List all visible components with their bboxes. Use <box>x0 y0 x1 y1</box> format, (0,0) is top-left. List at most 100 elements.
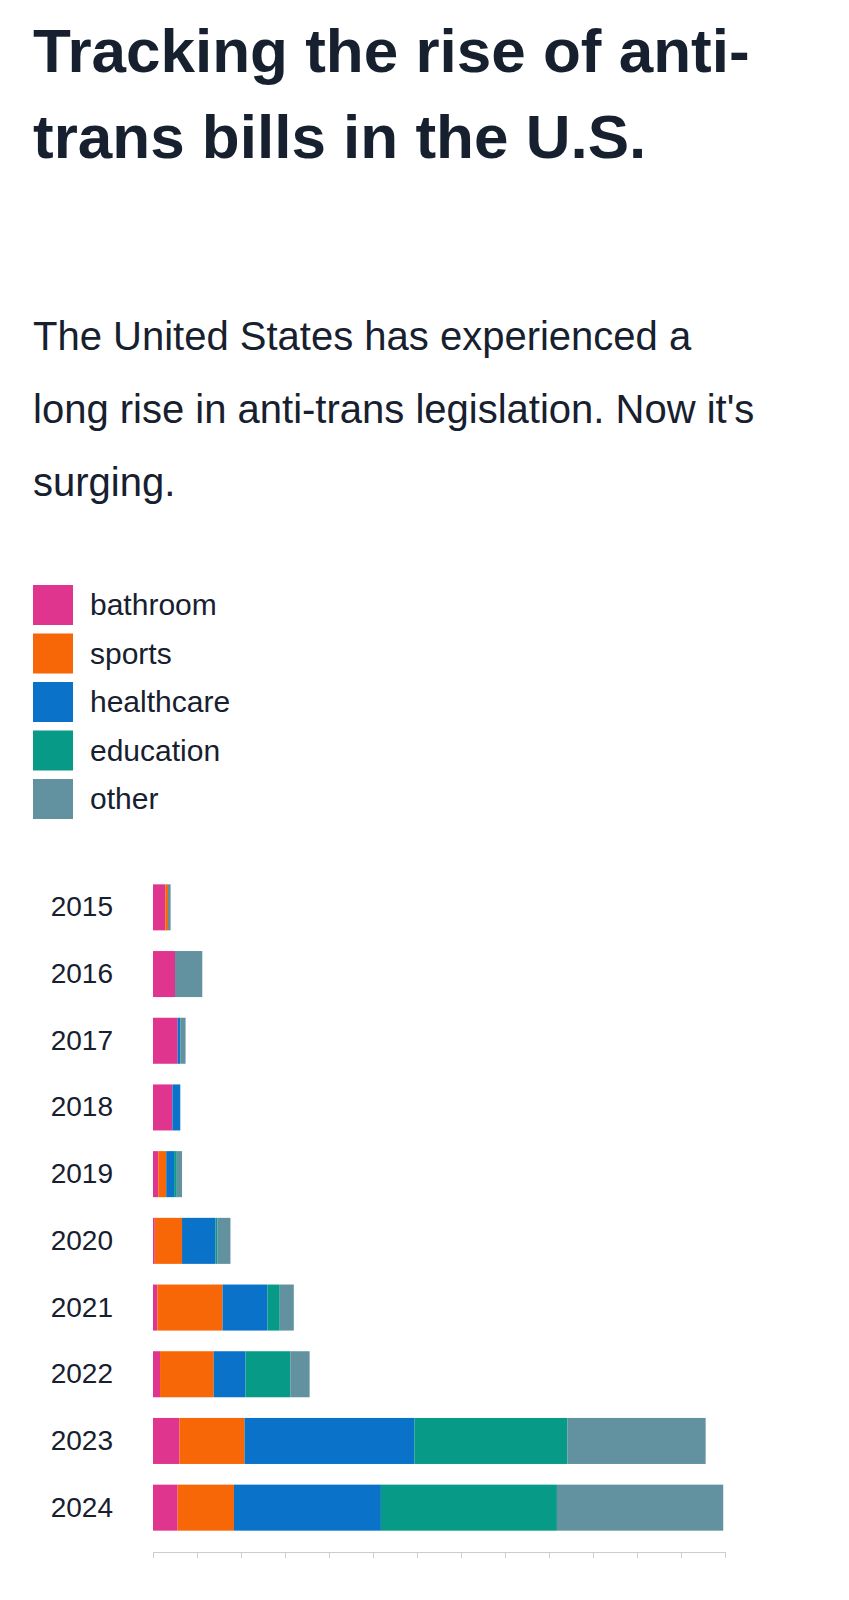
x-tick <box>637 1552 638 1558</box>
bar <box>381 1485 557 1531</box>
x-tick-mark <box>373 1552 374 1558</box>
bar <box>217 1218 230 1264</box>
y-tick-label: 2021 <box>51 1292 113 1323</box>
legend-label: education <box>90 734 220 767</box>
bar <box>153 1485 178 1531</box>
bar <box>174 1151 177 1197</box>
legend-swatch <box>33 634 73 674</box>
bar <box>178 1018 181 1064</box>
bar <box>153 1218 155 1264</box>
x-tick-mark <box>549 1552 550 1558</box>
bar <box>153 1018 178 1064</box>
bar <box>153 884 165 930</box>
x-tick <box>153 1552 154 1558</box>
y-tick-label: 2017 <box>51 1025 113 1056</box>
y-tick: 2016 <box>51 958 113 989</box>
x-tick <box>285 1552 286 1558</box>
x-tick-mark <box>197 1552 198 1558</box>
bar <box>180 1084 181 1130</box>
x-tick <box>505 1552 506 1558</box>
bar <box>153 1151 158 1197</box>
y-tick-label: 2015 <box>51 891 113 922</box>
x-tick-mark <box>461 1552 462 1558</box>
x-tick <box>681 1552 682 1558</box>
x-tick <box>329 1552 330 1558</box>
x-tick-mark <box>329 1552 330 1558</box>
bar <box>223 1285 268 1331</box>
series-healthcare <box>166 1018 414 1531</box>
y-tick-label: 2023 <box>51 1425 113 1456</box>
y-tick: 2023 <box>51 1425 113 1456</box>
series-other <box>168 884 723 1530</box>
legend: bathroom sports healthcare education other <box>33 585 230 819</box>
bar <box>567 1418 705 1464</box>
legend-label: healthcare <box>90 685 230 718</box>
bar <box>157 1285 222 1331</box>
bar <box>160 1351 214 1397</box>
bar <box>414 1418 567 1464</box>
bar <box>180 1084 181 1130</box>
x-tick-mark <box>153 1552 154 1558</box>
x-tick-mark <box>285 1552 286 1558</box>
bar <box>178 1485 234 1531</box>
bar <box>214 1351 246 1397</box>
legend-swatch <box>33 682 73 722</box>
x-tick <box>373 1552 374 1558</box>
x-axis <box>154 1552 726 1558</box>
x-tick <box>593 1552 594 1558</box>
bar <box>182 1218 215 1264</box>
y-tick-label: 2019 <box>51 1158 113 1189</box>
subtitle: The United States has experienced a long… <box>33 300 773 519</box>
x-tick-mark <box>417 1552 418 1558</box>
y-tick-label: 2018 <box>51 1091 113 1122</box>
x-tick <box>241 1552 242 1558</box>
bar <box>280 1285 294 1331</box>
y-axis: 2015 2016 2017 2018 2019 2020 2021 2022 2023 2024 <box>51 891 113 1522</box>
bar <box>153 1285 157 1331</box>
x-tick-mark <box>505 1552 506 1558</box>
y-tick-label: 2016 <box>51 958 113 989</box>
bar <box>245 1418 415 1464</box>
bar <box>245 1351 290 1397</box>
bar <box>172 1084 180 1130</box>
x-tick <box>725 1552 726 1558</box>
y-tick-label: 2020 <box>51 1225 113 1256</box>
legend-swatch <box>33 585 73 625</box>
bar <box>234 1485 381 1531</box>
x-tick-mark <box>681 1552 682 1558</box>
x-tick <box>197 1552 198 1558</box>
bar <box>158 1151 166 1197</box>
bar <box>179 1418 244 1464</box>
y-tick: 2020 <box>51 1225 113 1256</box>
bar <box>175 951 202 997</box>
y-tick: 2021 <box>51 1292 113 1323</box>
bar <box>155 1218 182 1264</box>
bar <box>153 1418 179 1464</box>
x-tick-mark <box>725 1552 726 1558</box>
y-tick: 2019 <box>51 1158 113 1189</box>
x-tick <box>549 1552 550 1558</box>
bar <box>168 884 171 930</box>
y-tick-label: 2022 <box>51 1358 113 1389</box>
legend-label: bathroom <box>90 588 217 621</box>
x-axis-line <box>154 1553 726 1559</box>
x-tick <box>461 1552 462 1558</box>
bar <box>557 1485 723 1531</box>
legend-label: other <box>90 782 158 815</box>
bar <box>180 1018 185 1064</box>
plot-area <box>153 884 723 1530</box>
legend-label: sports <box>90 637 172 670</box>
bar <box>177 1151 182 1197</box>
bar <box>267 1285 279 1331</box>
x-tick-mark <box>241 1552 242 1558</box>
legend-swatch <box>33 731 73 771</box>
bar <box>165 884 168 930</box>
series-education <box>174 1151 567 1531</box>
x-tick <box>417 1552 418 1558</box>
bar <box>290 1351 309 1397</box>
y-tick-label: 2024 <box>51 1492 113 1523</box>
y-tick: 2018 <box>51 1091 113 1122</box>
y-tick: 2017 <box>51 1025 113 1056</box>
title: Tracking the rise of anti-trans bills in… <box>33 8 753 180</box>
bar <box>215 1218 217 1264</box>
